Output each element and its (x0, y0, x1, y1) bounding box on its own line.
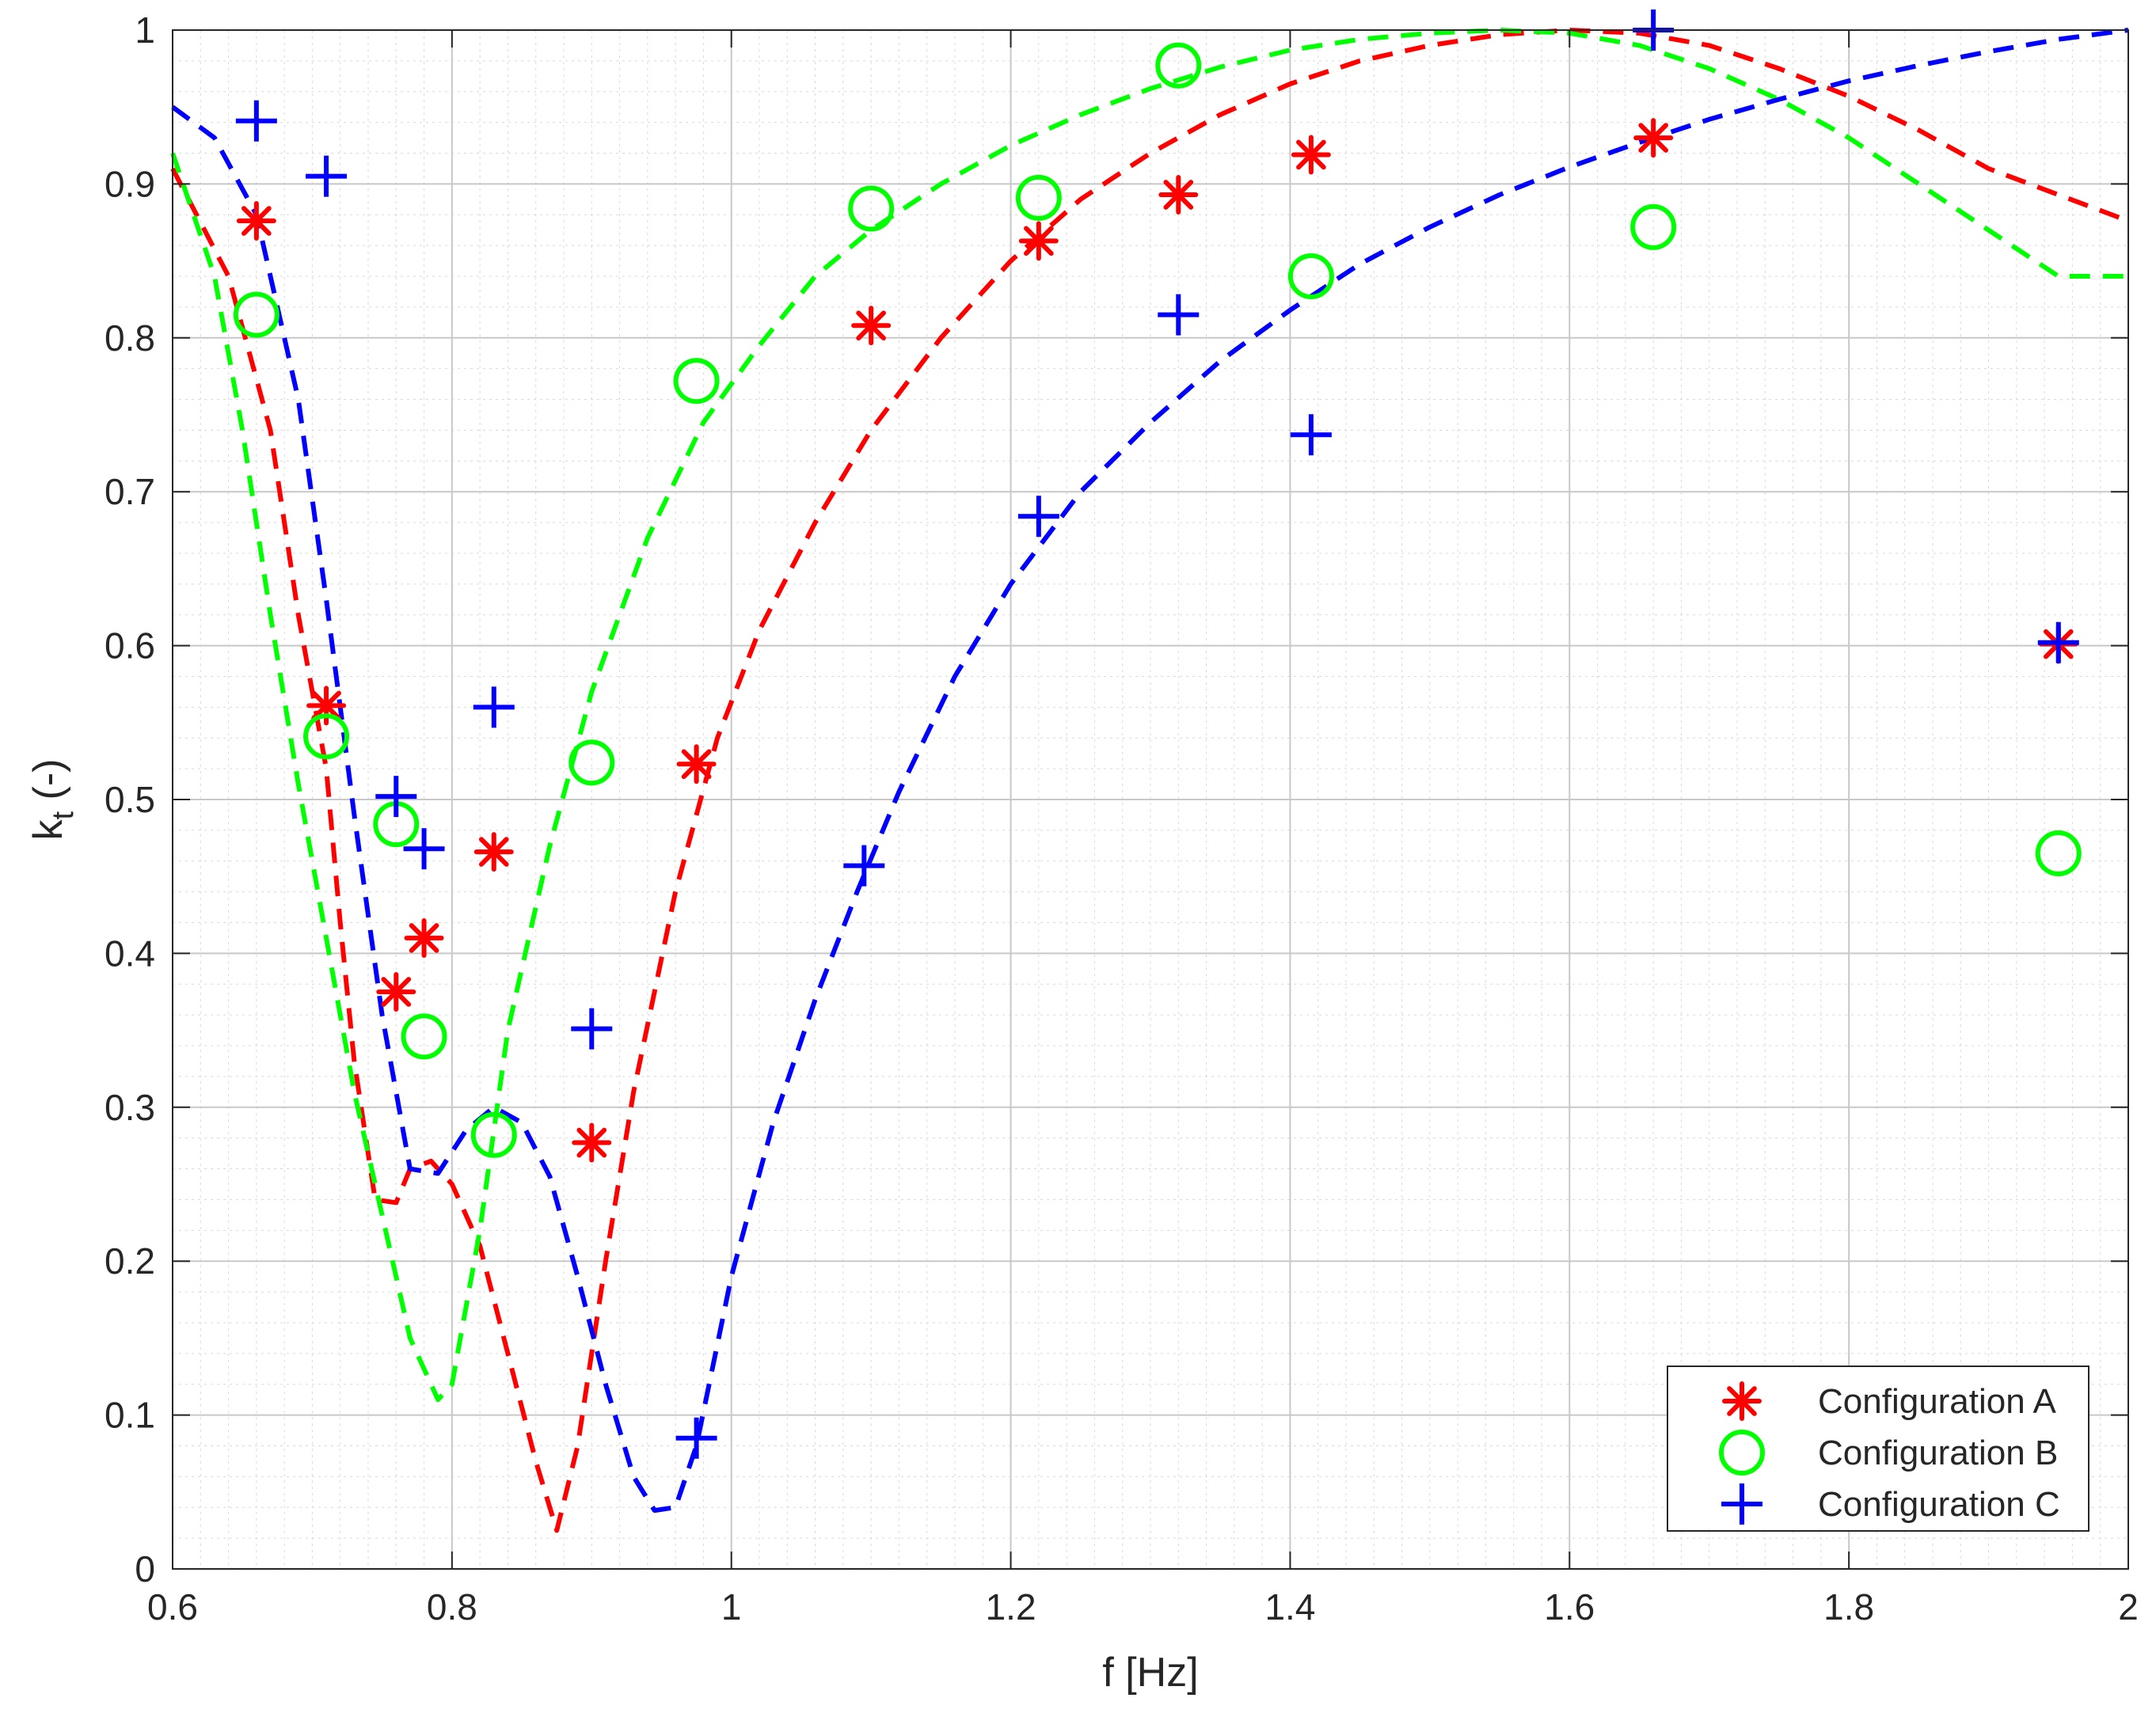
marker-circle (1015, 174, 1062, 221)
marker-circle (303, 713, 350, 760)
data-point-configuration-a (1018, 221, 1059, 261)
legend-marker-configuration-b (1719, 1430, 1765, 1476)
legend-marker-configuration-c (1721, 1483, 1762, 1525)
marker-asterisk-stroke (576, 1127, 607, 1158)
marker-asterisk-stroke (1163, 180, 1194, 210)
y-tick-label: 0.9 (105, 163, 155, 204)
y-tick-label: 0.2 (105, 1240, 155, 1282)
minor-grid (173, 30, 2128, 1569)
x-tick-label: 1.4 (1264, 1586, 1315, 1628)
y-tick-label: 0.4 (105, 932, 155, 974)
legend-label-configuration-c: Configuration C (1818, 1485, 2060, 1524)
y-tick-labels: 0 0.1 0.2 0.3 0.4 0.5 0.6 0.7 0.8 0.9 1 (105, 9, 155, 1590)
marker-asterisk-stroke (478, 837, 509, 867)
x-axis-label: f [Hz] (1102, 1650, 1198, 1696)
marker-asterisk-stroke (856, 310, 886, 341)
data-point-configuration-c (403, 828, 445, 870)
y-tick-label: 0.6 (105, 625, 155, 667)
marker-asterisk-stroke (1727, 1386, 1757, 1416)
data-point-configuration-b (1630, 203, 1677, 250)
data-point-configuration-a (1633, 118, 1674, 158)
y-tick-label: 0.5 (105, 779, 155, 820)
y-axis-label: kt (-) (25, 759, 80, 841)
data-point-configuration-b (303, 713, 350, 760)
axis-ticks (172, 29, 2129, 1570)
data-point-configuration-c (306, 155, 348, 197)
legend: Configuration A Configuration B Configurat… (1667, 1365, 2089, 1532)
marker-asterisk-stroke (681, 749, 712, 780)
x-tick-label: 1.6 (1544, 1586, 1595, 1628)
data-point-configuration-c (843, 845, 885, 887)
legend-label-configuration-a: Configuration A (1818, 1382, 2057, 1421)
marker-circle (470, 1111, 517, 1158)
data-point-configuration-c (571, 1008, 613, 1050)
data-point-configuration-b (673, 358, 720, 405)
y-axis-label-suffix: (-) (25, 759, 71, 811)
y-tick-label: 0.8 (105, 317, 155, 359)
y-tick-label: 0.3 (105, 1087, 155, 1128)
marker-circle (2035, 830, 2082, 877)
marker-circle (401, 1013, 447, 1060)
marker-circle (1155, 42, 1202, 89)
data-point-configuration-b (1155, 42, 1202, 89)
data-point-configuration-b (233, 291, 279, 338)
y-tick-label: 0 (135, 1548, 155, 1590)
marker-circle (1630, 203, 1677, 250)
data-point-configuration-c (1158, 294, 1200, 336)
data-point-configuration-c (473, 686, 515, 728)
marker-circle (568, 739, 615, 786)
y-axis-label-sub: t (47, 811, 80, 819)
data-point-configuration-c (675, 1417, 717, 1459)
fit-line-configuration-b (170, 28, 2128, 1403)
data-point-configuration-a (1158, 175, 1199, 215)
data-point-configuration-b (568, 739, 615, 786)
data-point-configuration-a (1291, 135, 1331, 175)
data-point-configuration-b (1287, 253, 1334, 300)
x-tick-label: 1 (721, 1586, 742, 1628)
data-point-configuration-a (676, 744, 717, 784)
marker-asterisk-stroke (241, 206, 272, 236)
data-point-configuration-a (851, 306, 892, 346)
marker-asterisk-stroke (381, 977, 412, 1007)
marker-circle (848, 185, 895, 232)
data-point-configuration-a (473, 832, 514, 872)
data-point-configuration-b (401, 1013, 447, 1060)
marker-asterisk-stroke (1638, 123, 1668, 153)
y-tick-label: 0.7 (105, 471, 155, 512)
y-tick-label: 1 (135, 9, 155, 51)
marker-asterisk-stroke (409, 923, 439, 953)
marker-asterisk-stroke (1024, 226, 1054, 256)
data-point-configuration-b (2035, 830, 2082, 877)
data-point-configuration-c (235, 100, 277, 142)
marker-asterisk-stroke (1296, 139, 1326, 170)
marker-asterisk-stroke (311, 690, 341, 721)
y-tick-label: 0.1 (105, 1395, 155, 1436)
marker-circle (1287, 253, 1334, 300)
data-point-configuration-b (848, 185, 895, 232)
data-point-configuration-b (470, 1111, 517, 1158)
marker-circle (1719, 1430, 1765, 1476)
data-point-configuration-b (1015, 174, 1062, 221)
legend-marker-configuration-a (1722, 1381, 1762, 1421)
data-point-configuration-a (376, 972, 416, 1012)
marker-circle (233, 291, 279, 338)
data-point-configuration-c (2037, 621, 2079, 663)
legend-label-configuration-b: Configuration B (1818, 1434, 2058, 1472)
x-tick-label: 0.8 (427, 1586, 477, 1628)
data-point-configuration-c (1290, 414, 1332, 456)
x-tick-label: 0.6 (147, 1586, 198, 1628)
y-axis-label-main: k (25, 819, 71, 840)
x-tick-label: 2 (2118, 1586, 2139, 1628)
data-point-configuration-a (572, 1122, 612, 1163)
data-point-configuration-c (1017, 496, 1059, 537)
data-markers (233, 9, 2082, 1459)
data-point-configuration-a (236, 201, 276, 241)
data-point-configuration-a (404, 917, 444, 958)
x-tick-label: 1.2 (986, 1586, 1036, 1628)
marker-circle (673, 358, 720, 405)
x-tick-label: 1.8 (1823, 1586, 1874, 1628)
data-point-configuration-c (375, 776, 417, 818)
x-tick-labels: 0.6 0.8 1 1.2 1.4 1.6 1.8 2 (147, 1586, 2139, 1628)
